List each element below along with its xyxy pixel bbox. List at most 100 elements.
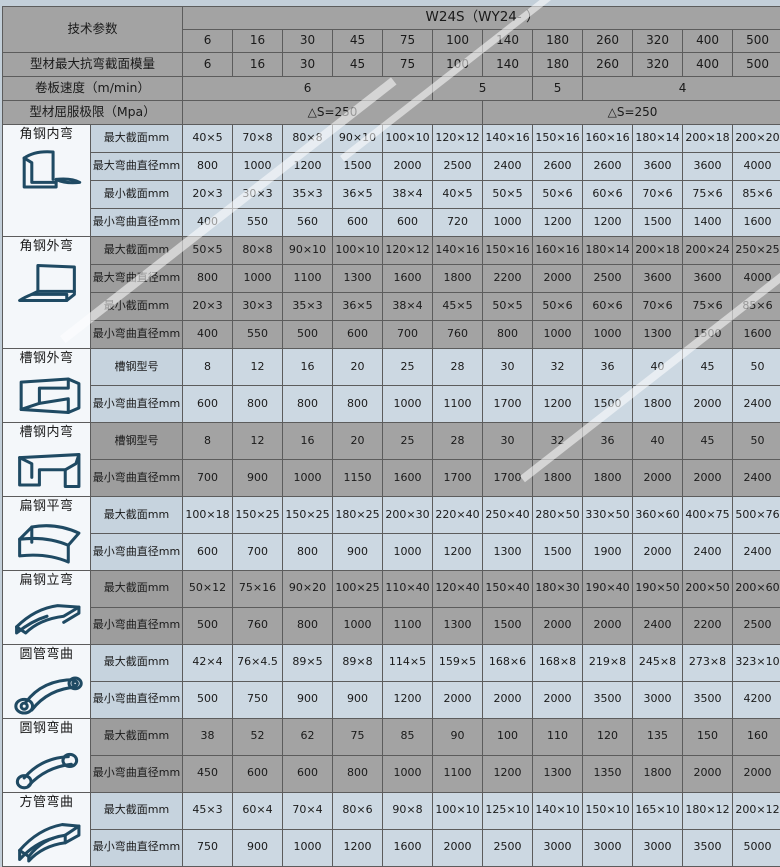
metric-label: 最大截面mm bbox=[91, 644, 183, 681]
tech-parameters-header: 技术参数 bbox=[3, 7, 183, 53]
data-cell: 16 bbox=[283, 422, 333, 459]
data-cell: 700 bbox=[233, 533, 283, 570]
speed-value-cell: 5 bbox=[533, 77, 583, 101]
data-cell: 323×10 bbox=[733, 644, 780, 681]
data-cell: 1100 bbox=[283, 265, 333, 293]
data-cell: 1000 bbox=[283, 459, 333, 496]
data-cell: 550 bbox=[233, 321, 283, 349]
data-cell: 150×25 bbox=[233, 496, 283, 533]
data-cell: 200×12 bbox=[733, 792, 780, 829]
data-cell: 70×6 bbox=[633, 181, 683, 209]
data-cell: 1500 bbox=[583, 385, 633, 422]
data-cell: 500 bbox=[183, 607, 233, 644]
data-cell: 2000 bbox=[733, 755, 780, 792]
data-cell: 140×16 bbox=[433, 237, 483, 265]
data-cell: 600 bbox=[183, 385, 233, 422]
data-cell: 800 bbox=[283, 385, 333, 422]
data-cell: 85×6 bbox=[733, 293, 780, 321]
data-cell: 76×4.5 bbox=[233, 644, 283, 681]
data-cell: 245×8 bbox=[633, 644, 683, 681]
data-cell: 50×6 bbox=[533, 181, 583, 209]
data-cell: 400×75 bbox=[683, 496, 733, 533]
data-cell: 180×30 bbox=[533, 570, 583, 607]
header-row-cell: 140 bbox=[483, 53, 533, 77]
data-cell: 2000 bbox=[383, 153, 433, 181]
data-cell: 100×10 bbox=[383, 125, 433, 153]
data-cell: 168×8 bbox=[533, 644, 583, 681]
data-cell: 60×6 bbox=[583, 181, 633, 209]
model-column-header: 30 bbox=[283, 30, 333, 53]
data-cell: 720 bbox=[433, 209, 483, 237]
data-cell: 180×14 bbox=[583, 237, 633, 265]
metric-label: 最小弯曲直径mm bbox=[91, 533, 183, 570]
data-cell: 2600 bbox=[533, 153, 583, 181]
data-cell: 2000 bbox=[683, 385, 733, 422]
model-column-header: 45 bbox=[333, 30, 383, 53]
data-cell: 30×3 bbox=[233, 293, 283, 321]
data-cell: 2600 bbox=[583, 153, 633, 181]
data-cell: 200×20 bbox=[733, 125, 780, 153]
data-cell: 1100 bbox=[433, 755, 483, 792]
data-cell: 20 bbox=[333, 349, 383, 386]
data-cell: 28 bbox=[433, 349, 483, 386]
data-cell: 70×8 bbox=[233, 125, 283, 153]
data-cell: 900 bbox=[283, 681, 333, 718]
data-cell: 760 bbox=[233, 607, 283, 644]
data-cell: 1700 bbox=[483, 385, 533, 422]
metric-label: 最小弯曲直径mm bbox=[91, 385, 183, 422]
data-cell: 190×40 bbox=[583, 570, 633, 607]
metric-label: 最小弯曲直径mm bbox=[91, 829, 183, 866]
data-cell: 800 bbox=[483, 321, 533, 349]
data-cell: 110×40 bbox=[383, 570, 433, 607]
data-cell: 1000 bbox=[333, 607, 383, 644]
data-cell: 120×12 bbox=[433, 125, 483, 153]
data-cell: 35×3 bbox=[283, 181, 333, 209]
data-cell: 90×10 bbox=[283, 237, 333, 265]
data-cell: 190×50 bbox=[633, 570, 683, 607]
data-cell: 140×16 bbox=[483, 125, 533, 153]
data-cell: 75×6 bbox=[683, 293, 733, 321]
data-cell: 36 bbox=[583, 349, 633, 386]
data-cell: 1500 bbox=[683, 321, 733, 349]
data-cell: 600 bbox=[233, 755, 283, 792]
data-cell: 3600 bbox=[683, 153, 733, 181]
data-cell: 1000 bbox=[583, 321, 633, 349]
data-cell: 2000 bbox=[483, 681, 533, 718]
data-cell: 1200 bbox=[533, 385, 583, 422]
data-cell: 12 bbox=[233, 422, 283, 459]
data-cell: 100 bbox=[483, 718, 533, 755]
speed-value-cell: 6 bbox=[183, 77, 433, 101]
data-cell: 600 bbox=[333, 209, 383, 237]
data-cell: 800 bbox=[183, 153, 233, 181]
data-cell: 2400 bbox=[483, 153, 533, 181]
data-cell: 1150 bbox=[333, 459, 383, 496]
data-cell: 3600 bbox=[633, 265, 683, 293]
data-cell: 1800 bbox=[583, 459, 633, 496]
group-label-text: 圆钢弯曲 bbox=[19, 719, 73, 738]
group-label-cell-3: 槽钢内弯 bbox=[3, 422, 91, 496]
data-cell: 36 bbox=[583, 422, 633, 459]
data-cell: 2400 bbox=[733, 533, 780, 570]
metric-label: 最大截面mm bbox=[91, 718, 183, 755]
data-cell: 100×10 bbox=[433, 792, 483, 829]
round-bar-bend-icon bbox=[3, 738, 90, 792]
data-cell: 8 bbox=[183, 349, 233, 386]
data-cell: 30×3 bbox=[233, 181, 283, 209]
data-cell: 50×12 bbox=[183, 570, 233, 607]
data-cell: 150 bbox=[683, 718, 733, 755]
data-cell: 100×18 bbox=[183, 496, 233, 533]
header-row-cell: 45 bbox=[333, 53, 383, 77]
data-cell: 200×18 bbox=[633, 237, 683, 265]
data-cell: 16 bbox=[283, 349, 333, 386]
model-column-header: 100 bbox=[433, 30, 483, 53]
